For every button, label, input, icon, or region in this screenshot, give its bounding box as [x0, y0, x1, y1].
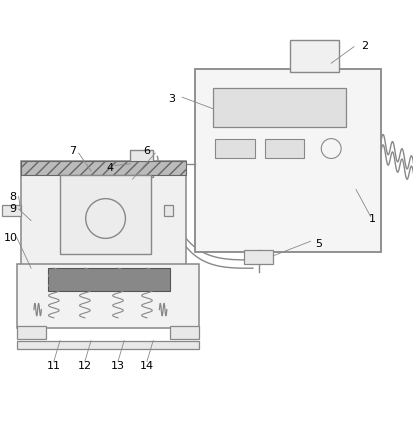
Text: 2: 2: [360, 41, 367, 50]
Bar: [244, 250, 273, 265]
Bar: [21, 161, 186, 268]
Bar: [17, 326, 45, 339]
Bar: [169, 326, 198, 339]
Text: 3: 3: [168, 94, 175, 104]
Bar: [194, 71, 380, 252]
Bar: [130, 151, 153, 178]
Text: 13: 13: [111, 360, 125, 371]
Text: 8: 8: [9, 191, 17, 201]
Text: 12: 12: [78, 360, 92, 371]
Bar: [17, 265, 198, 328]
Text: 10: 10: [3, 233, 17, 243]
Bar: [47, 268, 169, 291]
Bar: [163, 205, 172, 217]
Bar: [289, 41, 339, 72]
Text: 7: 7: [69, 146, 76, 156]
Bar: [60, 176, 151, 254]
Bar: [213, 89, 345, 128]
Bar: [264, 139, 304, 159]
Bar: [215, 139, 254, 159]
Bar: [2, 205, 21, 217]
Text: 1: 1: [368, 214, 375, 224]
Bar: [121, 161, 130, 172]
Text: 6: 6: [143, 146, 150, 156]
Text: 11: 11: [47, 360, 61, 371]
Bar: [17, 341, 198, 349]
Bar: [21, 162, 186, 176]
Text: 4: 4: [106, 162, 113, 173]
Text: 5: 5: [315, 239, 321, 249]
Text: 9: 9: [9, 204, 17, 214]
Text: 14: 14: [140, 360, 154, 371]
